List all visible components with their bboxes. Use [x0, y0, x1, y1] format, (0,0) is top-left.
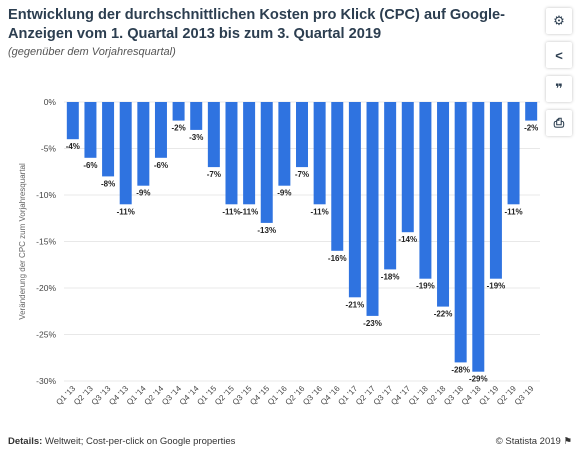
gear-icon[interactable]: ⚙ — [546, 8, 572, 34]
share-icon[interactable]: < — [546, 42, 572, 68]
bar — [366, 102, 379, 316]
data-label: -7% — [207, 170, 221, 179]
bar — [190, 102, 203, 130]
data-label: -22% — [434, 310, 453, 319]
y-tick-label: -25% — [36, 330, 56, 340]
bar — [137, 102, 150, 186]
bar — [419, 102, 432, 279]
bar — [489, 102, 502, 279]
data-label: -18% — [381, 272, 400, 281]
data-label: -23% — [363, 319, 382, 328]
data-label: -14% — [398, 235, 417, 244]
bar — [84, 102, 97, 158]
bar — [119, 102, 132, 205]
y-axis-label: Veränderung der CPC zum Vorjahresquartal — [18, 163, 27, 320]
bar — [331, 102, 344, 251]
bar — [243, 102, 256, 205]
data-label: -11% — [504, 207, 522, 216]
y-tick-label: -20% — [36, 283, 56, 293]
quote-icon[interactable]: ❞ — [546, 76, 572, 102]
bar — [225, 102, 238, 205]
data-label: -28% — [451, 365, 470, 374]
data-label: -8% — [101, 179, 115, 188]
bar — [507, 102, 520, 205]
y-tick-label: -5% — [41, 144, 57, 154]
details-text: Weltweit; Cost-per-click on Google prope… — [44, 436, 236, 447]
copyright[interactable]: © Statista 2019 ⚑ — [496, 436, 572, 447]
data-label: -2% — [171, 124, 185, 133]
bar — [102, 102, 115, 177]
data-label: -29% — [469, 375, 488, 384]
data-label: -9% — [277, 189, 291, 198]
chart-subtitle: (gegenüber dem Vorjahresquartal) — [8, 46, 176, 58]
data-label: -6% — [154, 161, 168, 170]
data-label: -13% — [257, 226, 276, 235]
data-label: -3% — [189, 133, 203, 142]
y-tick-label: -30% — [36, 376, 56, 386]
bar — [472, 102, 485, 372]
bar — [260, 102, 273, 223]
x-tick-label: Q3 '19 — [513, 384, 536, 407]
bar — [454, 102, 467, 363]
data-label: -11% — [240, 207, 258, 216]
bar — [348, 102, 361, 298]
data-label: -11% — [222, 207, 240, 216]
bar — [313, 102, 326, 205]
data-label: -19% — [487, 282, 506, 291]
y-tick-label: -10% — [36, 190, 56, 200]
data-label: -6% — [83, 161, 97, 170]
data-label: -7% — [295, 170, 309, 179]
y-tick-label: -15% — [36, 237, 56, 247]
data-label: -19% — [416, 282, 435, 291]
bar — [172, 102, 185, 121]
bar — [384, 102, 397, 270]
data-label: -9% — [136, 189, 150, 198]
details-label: Details: — [8, 436, 43, 447]
y-tick-label: 0% — [44, 97, 57, 107]
data-label: -21% — [346, 300, 365, 309]
bar — [278, 102, 291, 186]
data-label: -4% — [66, 142, 80, 151]
bar — [66, 102, 79, 140]
bar — [525, 102, 538, 121]
bar — [296, 102, 308, 168]
toolbar: ⚙ < ❞ ⎙ — [546, 8, 572, 136]
bar-chart: 0% -5% -10% -15% -20% -25% -30% Veränderung der… — [18, 97, 540, 407]
details-line: Details: Weltweit; Cost-per-click on Goo… — [8, 436, 235, 447]
print-icon[interactable]: ⎙ — [546, 110, 572, 136]
footer: Details: Weltweit; Cost-per-click on Goo… — [8, 436, 572, 447]
bar — [437, 102, 450, 307]
flag-icon: ⚑ — [563, 436, 572, 447]
bar — [207, 102, 220, 168]
data-label: -2% — [524, 124, 538, 133]
copyright-text: © Statista 2019 — [495, 436, 561, 447]
bar — [401, 102, 414, 233]
data-label: -11% — [311, 207, 329, 216]
bar — [154, 102, 167, 158]
data-label: -16% — [328, 254, 347, 263]
data-label: -11% — [117, 207, 135, 216]
chart-title: Entwicklung der durchschnittlichen Koste… — [8, 7, 506, 42]
